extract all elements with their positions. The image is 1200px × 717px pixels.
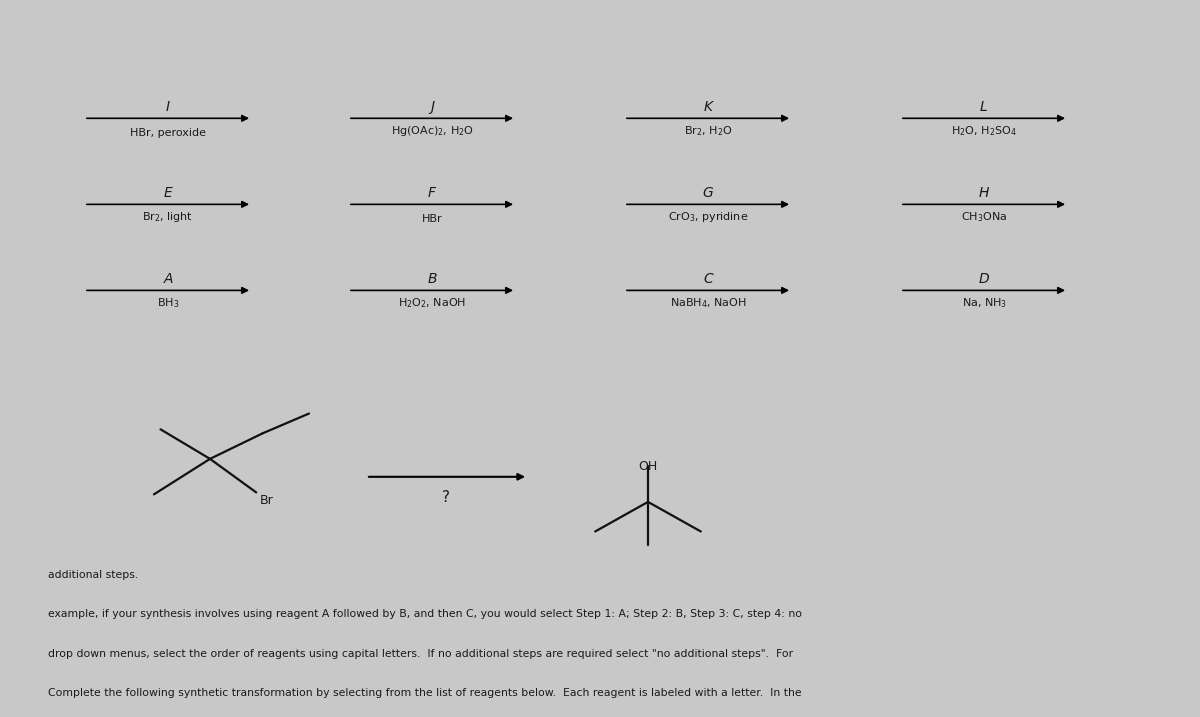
Text: BH$_3$: BH$_3$ bbox=[157, 297, 179, 310]
Text: C: C bbox=[703, 272, 713, 287]
Text: Hg(OAc)$_2$, H$_2$O: Hg(OAc)$_2$, H$_2$O bbox=[390, 124, 474, 138]
Text: NaBH$_4$, NaOH: NaBH$_4$, NaOH bbox=[670, 297, 746, 310]
Text: E: E bbox=[163, 186, 173, 201]
Text: additional steps.: additional steps. bbox=[48, 570, 138, 580]
Text: Br: Br bbox=[259, 494, 274, 507]
Text: H$_2$O, H$_2$SO$_4$: H$_2$O, H$_2$SO$_4$ bbox=[952, 125, 1016, 138]
Text: CrO$_3$, pyridine: CrO$_3$, pyridine bbox=[668, 210, 748, 224]
Text: OH: OH bbox=[638, 460, 658, 473]
Text: L: L bbox=[980, 100, 988, 115]
Text: ?: ? bbox=[443, 490, 450, 505]
Text: D: D bbox=[979, 272, 989, 287]
Text: Br$_2$, light: Br$_2$, light bbox=[143, 210, 193, 224]
Text: A: A bbox=[163, 272, 173, 287]
Text: CH$_3$ONa: CH$_3$ONa bbox=[961, 211, 1007, 224]
Text: B: B bbox=[427, 272, 437, 287]
Text: G: G bbox=[703, 186, 713, 201]
Text: Br$_2$, H$_2$O: Br$_2$, H$_2$O bbox=[684, 125, 732, 138]
Text: example, if your synthesis involves using reagent A followed by B, and then C, y: example, if your synthesis involves usin… bbox=[48, 609, 802, 619]
Text: I: I bbox=[166, 100, 170, 115]
Text: drop down menus, select the order of reagents using capital letters.  If no addi: drop down menus, select the order of rea… bbox=[48, 649, 793, 659]
Text: HBr: HBr bbox=[421, 214, 443, 224]
Text: HBr, peroxide: HBr, peroxide bbox=[130, 128, 206, 138]
Text: K: K bbox=[703, 100, 713, 115]
Text: H$_2$O$_2$, NaOH: H$_2$O$_2$, NaOH bbox=[398, 297, 466, 310]
Text: Complete the following synthetic transformation by selecting from the list of re: Complete the following synthetic transfo… bbox=[48, 688, 802, 698]
Text: H: H bbox=[979, 186, 989, 201]
Text: J: J bbox=[430, 100, 434, 115]
Text: F: F bbox=[428, 186, 436, 201]
Text: Na, NH$_3$: Na, NH$_3$ bbox=[961, 297, 1007, 310]
